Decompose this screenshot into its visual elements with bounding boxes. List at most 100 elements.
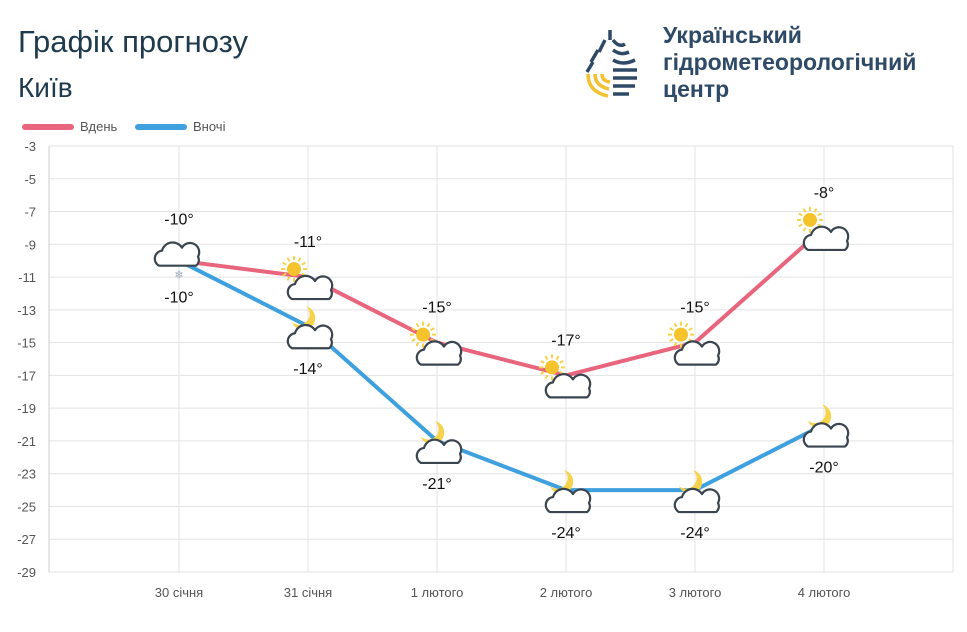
sun-ray (817, 212, 822, 217)
data-label-day: -8° (814, 185, 835, 202)
y-tick-label: -25 (17, 499, 36, 514)
y-tick-label: -9 (24, 237, 36, 252)
series-line-night (178, 258, 825, 493)
legend-label-day[interactable]: Вдень (80, 119, 118, 134)
data-label-night: -21° (422, 476, 452, 493)
sun-ray (415, 341, 420, 347)
x-tick-label: 2 лютого (540, 585, 593, 600)
y-tick-label: -27 (17, 532, 36, 547)
sun-ray (544, 374, 549, 380)
sun-ray (544, 355, 549, 361)
org-line-1: Український (663, 22, 802, 48)
legend: Вдень Вночі (22, 119, 226, 134)
moon-cloud-icon (415, 420, 463, 465)
sun-ray (297, 257, 302, 262)
sun-ray (411, 338, 416, 342)
moon-cloud-icon (673, 470, 721, 514)
legend-swatch-night[interactable] (135, 124, 187, 130)
sun-ray (798, 212, 803, 217)
sun-cloud-icon (410, 321, 463, 366)
cloud-snow-icon: ❄ (153, 241, 201, 282)
cloud-shape (415, 340, 463, 366)
city-name: Київ (18, 72, 73, 103)
x-tick-label: 31 січня (284, 585, 332, 600)
data-label-night: -20° (809, 460, 839, 477)
sun-disc (674, 327, 688, 342)
x-tick-label: 4 лютого (798, 585, 851, 600)
sun-cloud-icon (539, 354, 592, 399)
data-label-night: -24° (680, 525, 710, 542)
y-tick-label: -7 (24, 205, 36, 220)
page-title: Графік прогнозу (18, 24, 249, 59)
sun-disc (545, 360, 559, 375)
sun-ray (282, 261, 287, 266)
data-label-night: -10° (164, 290, 194, 307)
sun-ray (669, 338, 674, 342)
snowflake-glyph: ❄ (174, 270, 183, 282)
sun-ray (301, 261, 306, 266)
y-tick-label: -3 (24, 139, 36, 154)
y-tick-label: -11 (18, 270, 36, 285)
sun-cloud-icon (281, 256, 334, 301)
y-tick-label: -21 (17, 434, 36, 449)
cloud-shape (286, 323, 334, 350)
sun-ray (802, 208, 807, 213)
sun-ray (673, 322, 678, 328)
sun-ray (555, 355, 560, 361)
cloud-shape (673, 340, 721, 366)
moon-shape (292, 306, 316, 330)
moon-cloud-icon (544, 470, 592, 514)
organization-name: Український гідрометеорологічний центр (663, 22, 916, 103)
cloud-shape (286, 274, 334, 301)
x-tick-label: 1 лютого (411, 585, 464, 600)
sun-ray (430, 327, 435, 331)
data-label-night: -24° (551, 525, 581, 542)
sun-ray (688, 327, 693, 331)
data-label-day: -15° (422, 300, 452, 317)
sun-ray (411, 327, 416, 331)
sun-disc (803, 212, 817, 227)
moon-cloud-icon (802, 404, 850, 448)
moon-shape (679, 470, 703, 494)
cloud-shape (673, 487, 721, 514)
sun-cloud-icon (797, 206, 850, 252)
sun-ray (540, 371, 545, 375)
y-tick-label: -23 (17, 467, 36, 482)
moon-shape (421, 420, 445, 445)
x-tick-label: 3 лютого (669, 585, 722, 600)
sun-ray (286, 257, 291, 262)
legend-swatch-day[interactable] (22, 124, 74, 130)
sun-ray (802, 227, 807, 232)
data-label-day: -11° (294, 234, 322, 251)
org-line-2: гідрометеорологічний (663, 49, 917, 75)
data-label-day: -17° (551, 332, 581, 349)
data-label-night: -14° (293, 361, 323, 378)
moon-cloud-icon (286, 306, 334, 350)
cloud-shape (802, 422, 850, 448)
data-label-day: -10° (164, 212, 194, 229)
cloud-shape (153, 241, 201, 267)
sun-ray (684, 322, 689, 328)
cloud-shape (544, 373, 592, 399)
x-tick-label: 30 січня (155, 585, 203, 600)
org-line-3: центр (663, 76, 730, 102)
y-tick-label: -5 (24, 172, 36, 187)
sun-disc (287, 262, 301, 277)
sun-ray (798, 223, 803, 228)
moon-shape (808, 404, 832, 429)
sun-cloud-icon (668, 321, 721, 366)
y-tick-label: -15 (17, 336, 36, 351)
y-tick-label: -13 (17, 303, 36, 318)
sun-ray (673, 341, 678, 347)
sun-ray (813, 208, 818, 213)
y-tick-label: -19 (17, 401, 36, 416)
moon-shape (550, 470, 574, 494)
sun-ray (559, 360, 564, 364)
legend-label-night[interactable]: Вночі (193, 119, 226, 134)
data-label-day: -15° (680, 300, 710, 317)
sun-ray (669, 327, 674, 331)
sun-ray (282, 272, 287, 277)
series-line-day (178, 226, 826, 378)
sun-ray (426, 322, 431, 328)
